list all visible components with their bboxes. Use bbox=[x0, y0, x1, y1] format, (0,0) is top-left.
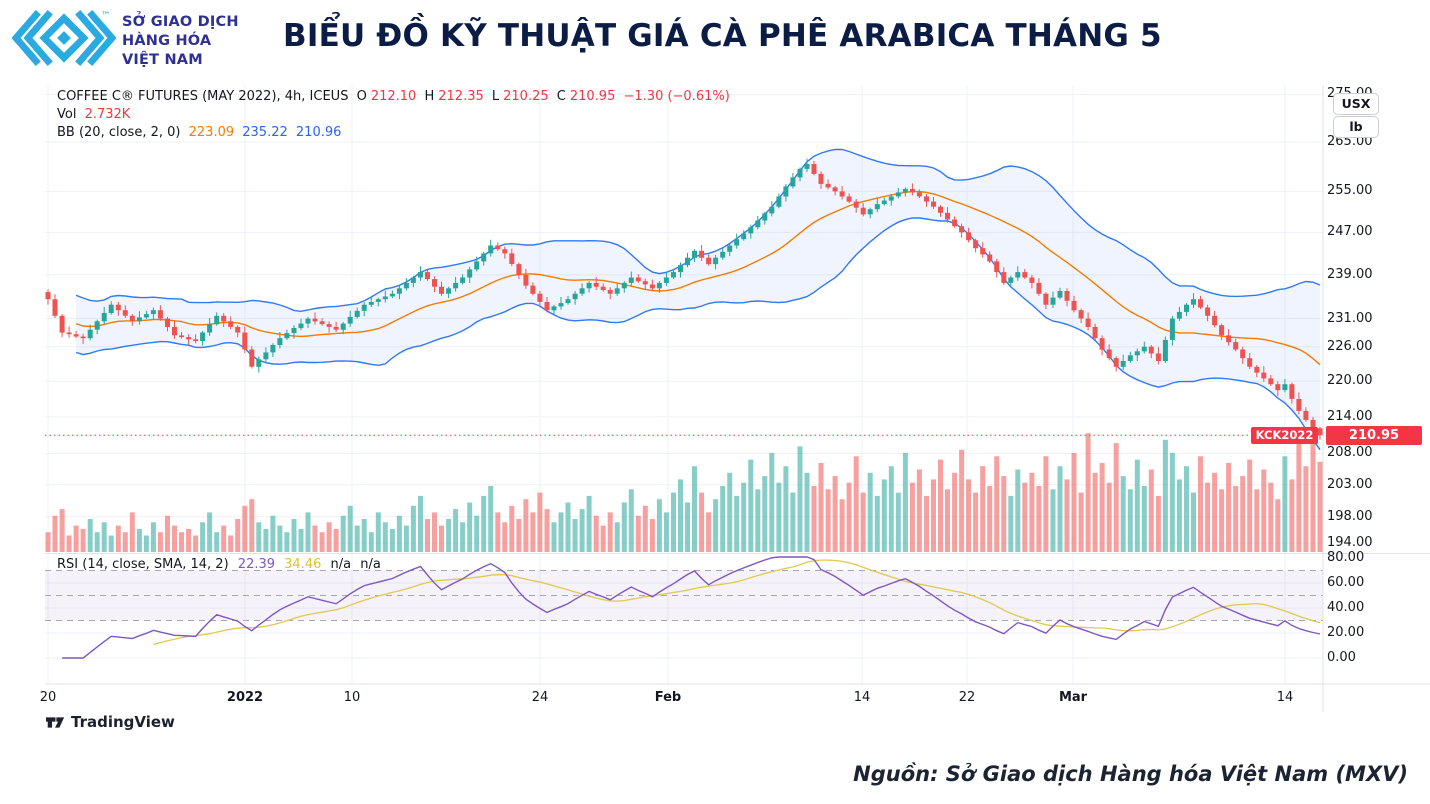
rsi-title: RSI (14, close, SMA, 14, 2) bbox=[57, 557, 229, 572]
time-axis-label: 2022 bbox=[226, 690, 264, 705]
bb-basis-value: 223.09 bbox=[188, 125, 235, 140]
price-tick-label: 247.00 bbox=[1327, 224, 1373, 239]
high-value: 212.35 bbox=[438, 89, 484, 104]
page-title: BIỂU ĐỒ KỸ THUẬT GIÁ CÀ PHÊ ARABICA THÁN… bbox=[283, 18, 1162, 54]
rsi-sma-line bbox=[153, 559, 1321, 646]
rsi-value: 22.39 bbox=[237, 557, 276, 572]
candlestick-series bbox=[45, 158, 1323, 440]
volume-series bbox=[45, 433, 1323, 552]
rsi-sma-value: 34.46 bbox=[284, 557, 322, 572]
bollinger-bands bbox=[75, 148, 1321, 451]
series-label-badge: KCK2022 bbox=[1251, 426, 1318, 444]
price-tick-label: 208.00 bbox=[1327, 445, 1373, 460]
mxv-logo-text: SỞ GIAO DỊCH HÀNG HÓA VIỆT NAM bbox=[122, 14, 239, 68]
time-axis-label: 20 bbox=[39, 690, 57, 705]
rsi-pane bbox=[45, 556, 1323, 659]
symbol-title: COFFEE C® FUTURES (MAY 2022), 4h, ICEUS bbox=[57, 89, 349, 104]
price-unit-badge: USX lb bbox=[1333, 93, 1379, 139]
time-axis-label: 14 bbox=[853, 690, 871, 705]
bollinger-legend-row: BB (20, close, 2, 0) 223.09 235.22 210.9… bbox=[57, 125, 342, 140]
tradingview-attribution[interactable]: TradingView bbox=[46, 713, 175, 731]
rsi-line bbox=[62, 556, 1321, 659]
open-value: 212.10 bbox=[370, 89, 417, 104]
volume-legend-row: Vol 2.732K bbox=[57, 107, 131, 122]
price-tick-label: 255.00 bbox=[1327, 183, 1373, 198]
price-tick-label: 198.00 bbox=[1327, 509, 1373, 524]
price-tick-label: 214.00 bbox=[1327, 409, 1373, 424]
source-credit: Nguồn: Sở Giao dịch Hàng hóa Việt Nam (M… bbox=[853, 762, 1408, 786]
bb-upper-value: 235.22 bbox=[242, 125, 288, 140]
close-value: 210.95 bbox=[569, 89, 616, 104]
trademark-symbol: ™ bbox=[101, 10, 110, 21]
time-axis-label: 10 bbox=[343, 690, 361, 705]
change-value: −1.30 (−0.61%) bbox=[623, 89, 730, 104]
rsi-tick-label: 60.00 bbox=[1327, 575, 1365, 590]
volume-value: 2.732K bbox=[84, 107, 131, 122]
rsi-tick-label: 0.00 bbox=[1327, 650, 1356, 665]
symbol-legend-row: COFFEE C® FUTURES (MAY 2022), 4h, ICEUS … bbox=[57, 89, 730, 104]
low-value: 210.25 bbox=[503, 89, 549, 104]
price-tick-label: 194.00 bbox=[1327, 535, 1373, 550]
price-tick-label: 239.00 bbox=[1327, 267, 1373, 282]
rsi-tick-label: 80.00 bbox=[1327, 550, 1365, 565]
time-axis-label: 22 bbox=[958, 690, 976, 705]
symbol-legend[interactable]: COFFEE C® FUTURES (MAY 2022), 4h, ICEUS … bbox=[57, 88, 734, 142]
rsi-tick-label: 40.00 bbox=[1327, 600, 1365, 615]
time-axis-label: 24 bbox=[531, 690, 549, 705]
last-price-badge: 210.95 bbox=[1326, 425, 1422, 445]
bb-lower-value: 210.96 bbox=[295, 125, 342, 140]
price-tick-label: 203.00 bbox=[1327, 477, 1373, 492]
tradingview-label: TradingView bbox=[71, 713, 175, 731]
rsi-legend[interactable]: RSI (14, close, SMA, 14, 2) 22.39 34.46 … bbox=[57, 557, 381, 572]
tradingview-icon bbox=[46, 716, 65, 728]
price-tick-label: 220.00 bbox=[1327, 373, 1373, 388]
time-axis-label: Feb bbox=[654, 690, 682, 705]
price-tick-label: 226.00 bbox=[1327, 339, 1373, 354]
time-axis-label: Mar bbox=[1058, 690, 1088, 705]
mxv-logo-icon: ™ bbox=[12, 10, 116, 66]
price-tick-label: 231.00 bbox=[1327, 311, 1373, 326]
unit-usx: USX bbox=[1333, 93, 1379, 115]
unit-lb: lb bbox=[1333, 116, 1379, 138]
time-axis-label: 14 bbox=[1276, 690, 1294, 705]
rsi-tick-label: 20.00 bbox=[1327, 625, 1365, 640]
